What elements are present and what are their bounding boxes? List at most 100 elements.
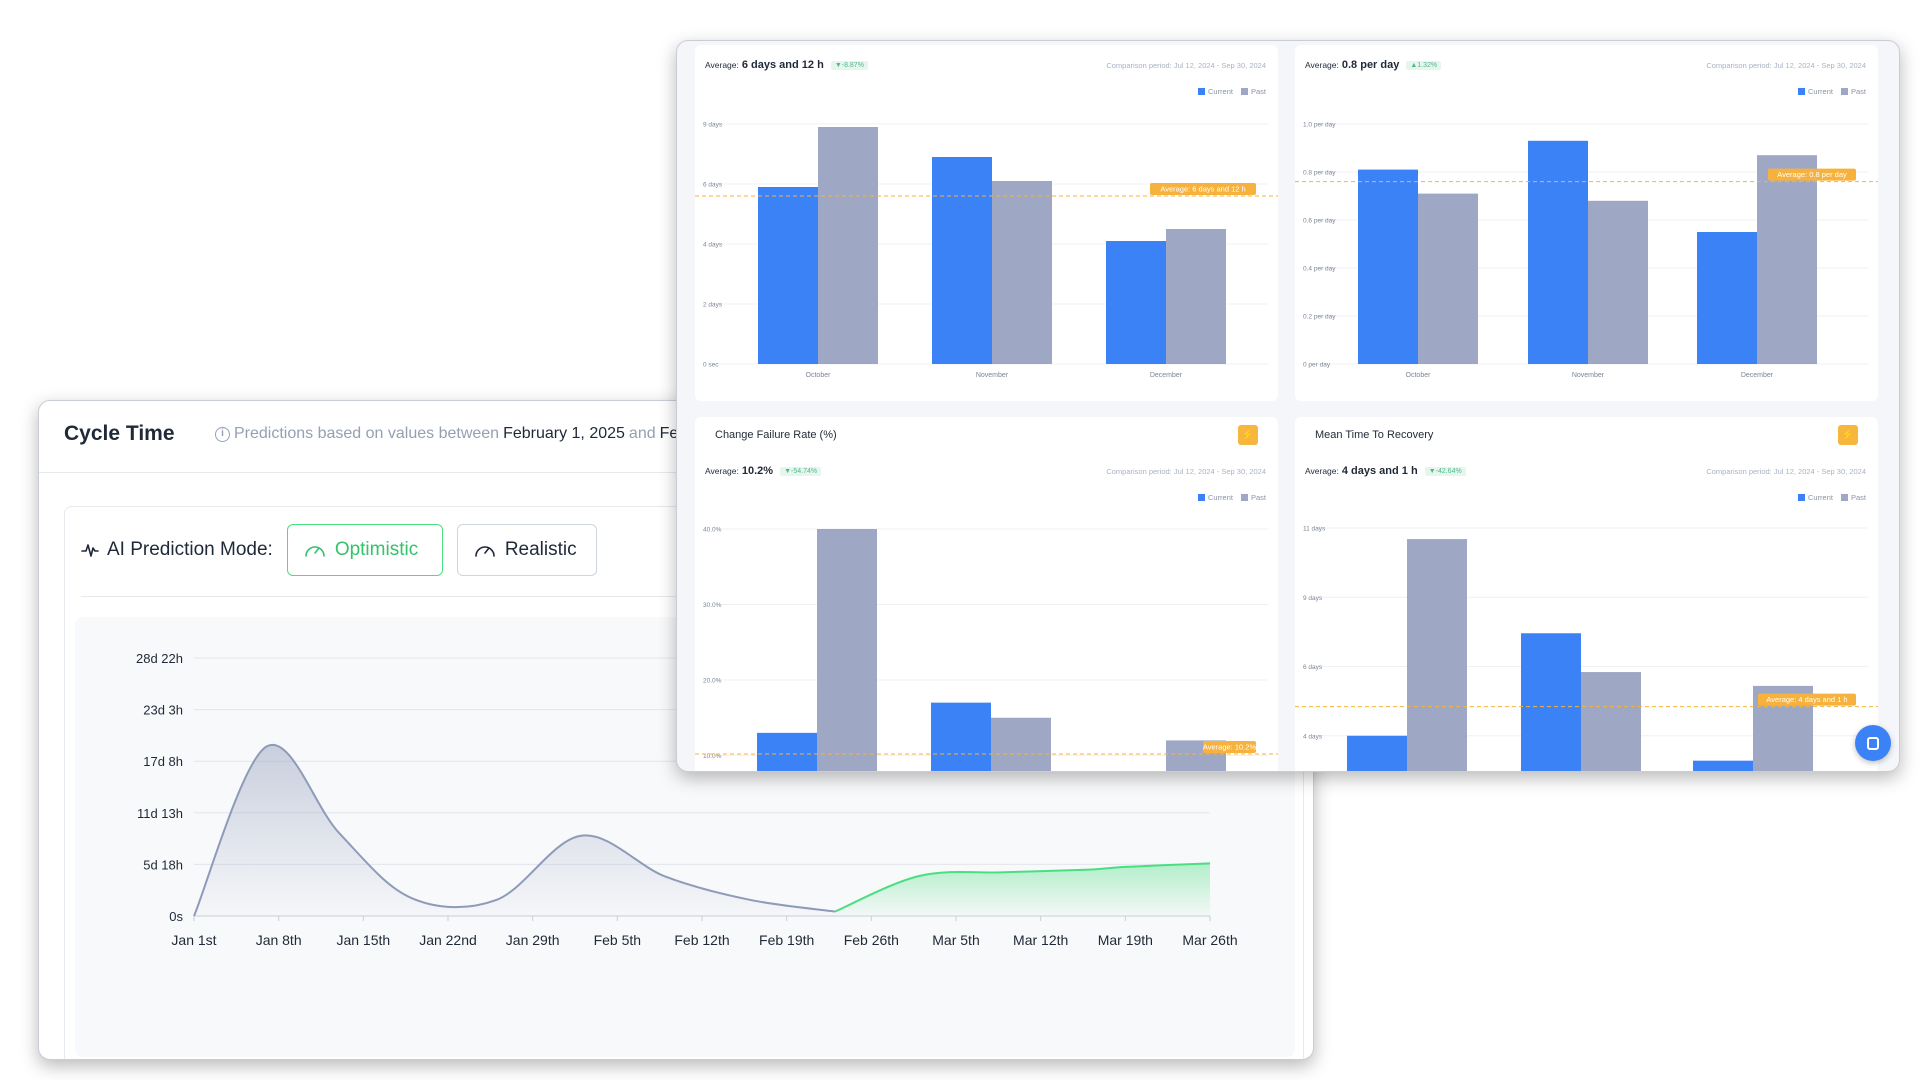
- bar-past[interactable]: [991, 717, 1051, 772]
- gauge-icon: [305, 546, 325, 557]
- chat-button[interactable]: [1855, 725, 1891, 761]
- chart-legend: Current Past: [1797, 87, 1866, 96]
- y-tick-label: 6 days: [703, 182, 723, 189]
- average-label: Average:: [705, 466, 739, 476]
- x-tick-label: November: [976, 372, 1009, 379]
- change-failure-rate-panel: Change Failure Rate (%) ⚡ Average: 10.2%…: [695, 417, 1278, 772]
- average-badge-label: Average: 4 days and 1 h: [1766, 695, 1847, 704]
- bar-current[interactable]: [1521, 633, 1581, 772]
- optimistic-mode-label: Optimistic: [334, 539, 419, 560]
- legend-swatch-past: [1840, 494, 1848, 501]
- y-tick-label: 9 days: [703, 122, 723, 129]
- delta-badge: ▲1.32%: [1406, 60, 1442, 70]
- x-tick-label: Mar 5th: [932, 932, 979, 948]
- bar-current[interactable]: [1347, 735, 1407, 772]
- bar-current[interactable]: [757, 732, 817, 772]
- legend-past-label: Past: [1850, 87, 1866, 96]
- average-badge-label: Average: 6 days and 12 h: [1160, 185, 1245, 194]
- deploy-frequency-chart: 0 per day 0.2 per day 0.4 per day 0.6 per d…: [1295, 122, 1878, 379]
- legend-swatch-past: [1240, 88, 1248, 95]
- legend-swatch-current: [1197, 88, 1205, 95]
- bar-current[interactable]: [1106, 241, 1166, 364]
- x-tick-label: October: [1406, 372, 1432, 379]
- bar-current[interactable]: [1528, 140, 1588, 364]
- y-tick-label: 40.0%: [703, 527, 722, 534]
- bar-current[interactable]: [932, 157, 992, 364]
- bar-past[interactable]: [817, 529, 877, 772]
- y-tick-label: 6 days: [1303, 664, 1323, 671]
- y-tick-label: 30.0%: [703, 602, 722, 609]
- x-tick-label: December: [1741, 372, 1774, 379]
- y-tick-label: 0.8 per day: [1303, 170, 1336, 177]
- y-tick-label: 0.4 per day: [1303, 266, 1336, 273]
- y-tick-label: 11d 13h: [137, 806, 183, 821]
- average-badge: [1758, 693, 1856, 706]
- x-tick-label: Jan 1st: [171, 932, 216, 948]
- bar-current[interactable]: [758, 187, 818, 364]
- legend-swatch-current: [1797, 494, 1805, 501]
- prediction-note: i Predictions based on values between Fe…: [215, 425, 687, 443]
- legend-swatch-current: [1197, 494, 1205, 501]
- lightning-icon[interactable]: ⚡: [1238, 425, 1258, 445]
- legend-swatch-past: [1840, 88, 1848, 95]
- y-tick-label: 10.0%: [703, 753, 722, 760]
- bar-past[interactable]: [1588, 200, 1648, 364]
- average-summary: Average: 6 days and 12 h ▼-8.87%: [705, 59, 868, 71]
- ai-prediction-mode-label: AI Prediction Mode:: [81, 539, 273, 561]
- y-tick-label: 11 days: [1303, 526, 1326, 533]
- bar-past[interactable]: [992, 181, 1052, 364]
- legend-past[interactable]: Past: [1840, 87, 1866, 96]
- x-tick-label: October: [806, 372, 832, 379]
- prediction-note-and: and: [628, 425, 656, 442]
- x-tick-label: November: [1572, 372, 1605, 379]
- panel-title: Mean Time To Recovery: [1315, 429, 1434, 441]
- change-failure-rate-chart: 0.0%10.0%20.0%30.0%40.0%Average: 10.2%: [695, 527, 1278, 772]
- bar-current[interactable]: [1693, 760, 1753, 772]
- y-tick-label: 9 days: [1303, 595, 1323, 602]
- y-tick-label: 17d 8h: [143, 754, 183, 769]
- y-tick-label: 0 sec: [703, 362, 719, 369]
- bar-past[interactable]: [1581, 672, 1641, 772]
- bar-past[interactable]: [1757, 155, 1817, 364]
- x-tick-label: Feb 12th: [674, 932, 729, 948]
- y-tick-label: 0.6 per day: [1303, 218, 1336, 225]
- legend-past[interactable]: Past: [1240, 87, 1266, 96]
- deploy-lead-time-chart: 0 sec 2 days 4 days 6 days 9 days October Nove…: [695, 122, 1278, 379]
- legend-current[interactable]: Current: [1797, 87, 1833, 96]
- average-summary: Average: 4 days and 1 h ▼-42.64%: [1305, 465, 1466, 477]
- historical-line: [193, 743, 836, 917]
- average-value: 4 days and 1 h: [1341, 465, 1418, 477]
- bar-current[interactable]: [1697, 232, 1757, 364]
- bar-past[interactable]: [818, 127, 878, 364]
- bar-current[interactable]: [1358, 169, 1418, 364]
- mean-time-to-recovery-panel: Mean Time To Recovery ⚡ Average: 4 days …: [1295, 417, 1878, 772]
- legend-current[interactable]: Current: [1797, 493, 1833, 502]
- ai-prediction-mode-row: AI Prediction Mode: Optimistic Realistic: [81, 524, 597, 576]
- y-tick-label: 20.0%: [703, 678, 722, 685]
- bar-current[interactable]: [931, 702, 991, 772]
- y-tick-label: 0.2 per day: [1303, 314, 1336, 321]
- legend-past[interactable]: Past: [1840, 493, 1866, 502]
- x-tick-label: Mar 19th: [1098, 932, 1153, 948]
- x-tick-label: Feb 5th: [594, 932, 641, 948]
- average-value: 0.8 per day: [1341, 59, 1400, 71]
- x-tick-label: Jan 15th: [336, 932, 390, 948]
- legend-current[interactable]: Current: [1197, 493, 1233, 502]
- bar-past[interactable]: [1418, 193, 1478, 364]
- optimistic-mode-button[interactable]: Optimistic: [286, 524, 443, 576]
- delta-badge: ▼-8.87%: [830, 60, 868, 70]
- bar-past[interactable]: [1166, 229, 1226, 364]
- legend-past-label: Past: [1250, 87, 1266, 96]
- average-label: Average:: [1305, 60, 1339, 70]
- average-value: 10.2%: [741, 465, 774, 477]
- y-tick-label: 2 days: [703, 302, 723, 309]
- bar-past[interactable]: [1407, 539, 1467, 772]
- legend-current[interactable]: Current: [1197, 87, 1233, 96]
- realistic-mode-button[interactable]: Realistic: [456, 524, 597, 576]
- legend-past[interactable]: Past: [1240, 493, 1266, 502]
- legend-current-label: Current: [1207, 493, 1233, 502]
- legend-current-label: Current: [1807, 87, 1833, 96]
- lightning-icon[interactable]: ⚡: [1838, 425, 1858, 445]
- average-label: Average:: [1305, 466, 1339, 476]
- average-value: 6 days and 12 h: [741, 59, 824, 71]
